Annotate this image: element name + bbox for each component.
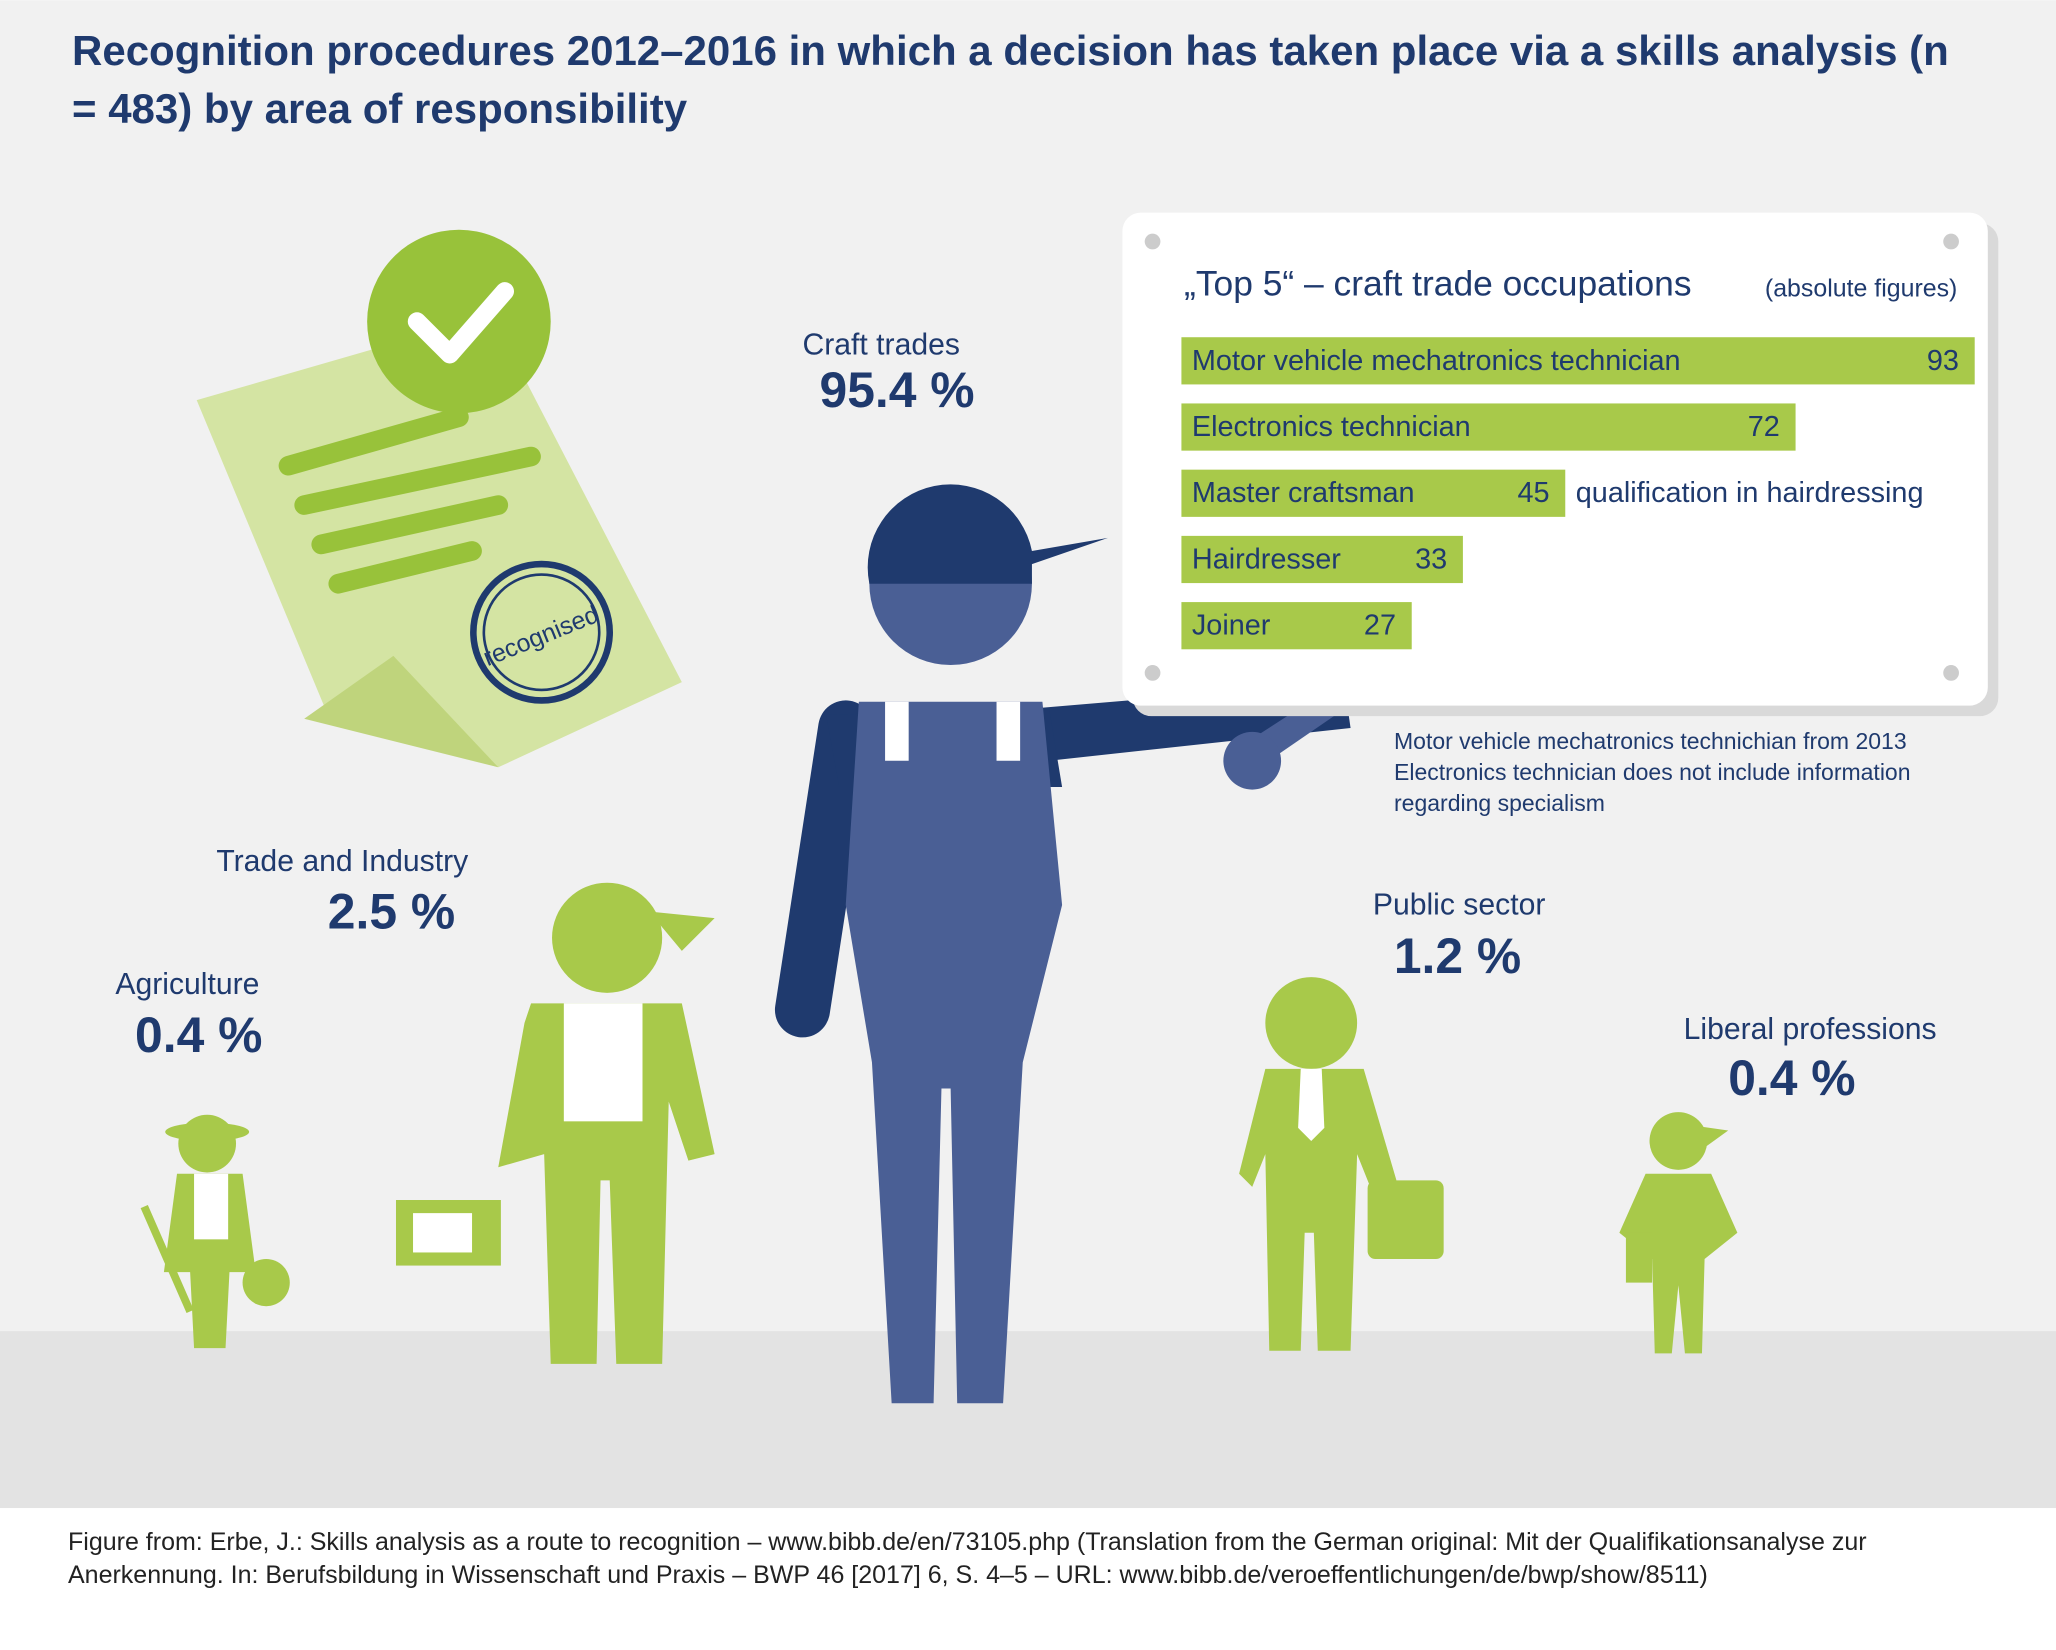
notes: Motor vehicle mechatronics technichian f… — [1394, 726, 1994, 819]
value-label: 33 — [1415, 543, 1447, 575]
value-label: 93 — [1927, 345, 1959, 377]
chart-subtitle: (absolute figures) — [1765, 275, 1957, 303]
area-share: 1.2 % — [1394, 928, 1521, 984]
value-label: 27 — [1364, 610, 1396, 642]
bar-label: Electronics technician — [1192, 411, 1471, 443]
area-share: 95.4 % — [820, 362, 975, 418]
note: Motor vehicle mechatronics technichian f… — [1394, 728, 1907, 754]
footer-background — [0, 1508, 2056, 1650]
bar — [1181, 535, 1463, 584]
area-share: 2.5 % — [328, 884, 455, 940]
area-name: Agriculture — [115, 968, 259, 1001]
bar-label: Motor vehicle mechatronics technician — [1192, 345, 1681, 377]
bar-annotation: qualification in hairdressing — [1576, 477, 1924, 509]
bar-label: Master craftsman — [1192, 477, 1415, 509]
public-sector-figure — [1239, 977, 1444, 1351]
craft-worker-figure — [774, 484, 1419, 1404]
chart-title: „Top 5“ – craft trade occupations — [1184, 263, 1692, 303]
source: Figure from: Erbe, J.: Skills analysis a… — [68, 1528, 1867, 1589]
bar-label: Joiner — [1192, 610, 1271, 642]
value-label: 45 — [1517, 477, 1549, 509]
note: Electronics technician does not include … — [1394, 759, 1911, 816]
bar — [1181, 469, 1566, 517]
trade-woman-figure — [395, 882, 715, 1364]
value-label: 72 — [1748, 411, 1780, 443]
bar — [1181, 602, 1412, 650]
floor — [0, 1331, 2056, 1509]
bar-chart: Motor vehicle mechatronics technician 93 E… — [1181, 337, 1975, 650]
area-share: 0.4 % — [1728, 1050, 1855, 1106]
area-name: Public sector — [1373, 888, 1546, 921]
bar — [1181, 337, 1975, 385]
title: Recognition procedures 2012–2016 in whic… — [72, 27, 1949, 132]
area-name: Craft trades — [802, 328, 959, 361]
liberal-professions-figure — [1619, 1112, 1738, 1354]
bar — [1181, 403, 1796, 451]
area-name: Liberal professions — [1684, 1013, 1937, 1046]
area-share: 0.4 % — [135, 1007, 262, 1063]
document-icon — [196, 229, 682, 768]
agriculture-figure — [140, 1114, 290, 1349]
area-name: Trade and Industry — [216, 845, 469, 878]
bar-label: Hairdresser — [1192, 543, 1341, 575]
